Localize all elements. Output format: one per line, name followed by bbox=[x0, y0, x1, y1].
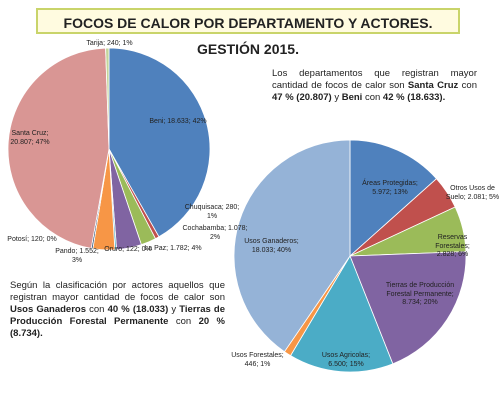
data-label: Usos Forestales; 446; 1% bbox=[231, 352, 284, 368]
data-label: Áreas Protegidas; 5.972; 13% bbox=[362, 180, 418, 196]
paragraph: Los departamentos que registran mayor ca… bbox=[272, 68, 477, 104]
pie-slice bbox=[233, 139, 351, 353]
text-run: Usos Ganaderos bbox=[10, 304, 86, 315]
pie-slice bbox=[349, 139, 438, 257]
text-run: con bbox=[362, 92, 383, 103]
data-label: Santa Cruz; 20.807; 47% bbox=[10, 130, 50, 146]
data-label: Tarija; 240; 1% bbox=[86, 40, 133, 47]
data-label: Potosí; 120; 0% bbox=[7, 236, 57, 243]
pie-slice bbox=[108, 47, 211, 238]
pie-slice bbox=[105, 47, 110, 150]
data-label: Reservas Forestales; 2.828; 6% bbox=[435, 234, 470, 258]
text-run: con bbox=[86, 304, 108, 315]
text-run: y bbox=[168, 304, 180, 315]
text-run: Beni bbox=[341, 92, 363, 103]
data-label: Usos Ganaderos; 18.033; 40% bbox=[244, 238, 299, 254]
text-run: y bbox=[331, 92, 342, 103]
pie-slice bbox=[349, 251, 467, 365]
data-label: La Paz; 1.782; 4% bbox=[144, 245, 202, 252]
data-label: Otros Usos de Suelo; 2.081; 5% bbox=[445, 185, 500, 201]
text-run: 42 % (18.633). bbox=[382, 92, 446, 103]
data-label: Cochabamba; 1.078; 2% bbox=[182, 225, 248, 241]
data-label: Chuquisaca; 280; 1% bbox=[184, 204, 240, 220]
text-run: Santa Cruz bbox=[407, 80, 459, 91]
text-run: Los departamentos que registran mayor ca… bbox=[272, 68, 477, 91]
text-run: Según la clasificación por actores aquel… bbox=[10, 280, 225, 303]
text-run: Tierras de Producción Forestal Permanent… bbox=[10, 304, 225, 327]
text-run: 47 % (20.807) bbox=[272, 92, 332, 103]
text-run: con bbox=[458, 80, 477, 91]
data-label: Tierras de Producción Forestal Permanent… bbox=[385, 282, 455, 306]
text-run: con bbox=[168, 316, 199, 327]
paragraph: Según la clasificación por actores aquel… bbox=[10, 280, 225, 340]
pie-slice bbox=[7, 47, 110, 249]
data-label: Usos Agricolas; 6.500; 15% bbox=[321, 352, 371, 368]
data-label: Pando; 1.552; 3% bbox=[55, 248, 99, 264]
pie-slice bbox=[290, 255, 394, 373]
data-label: Oruro; 122; 0% bbox=[104, 246, 152, 253]
text-run: 40 % (18.033) bbox=[107, 304, 169, 315]
data-label: Beni; 18.633; 42% bbox=[149, 118, 207, 125]
title: FOCOS DE CALOR POR DEPARTAMENTO Y ACTORE… bbox=[36, 8, 460, 57]
text-run: 20 % (8.734). bbox=[10, 316, 225, 339]
